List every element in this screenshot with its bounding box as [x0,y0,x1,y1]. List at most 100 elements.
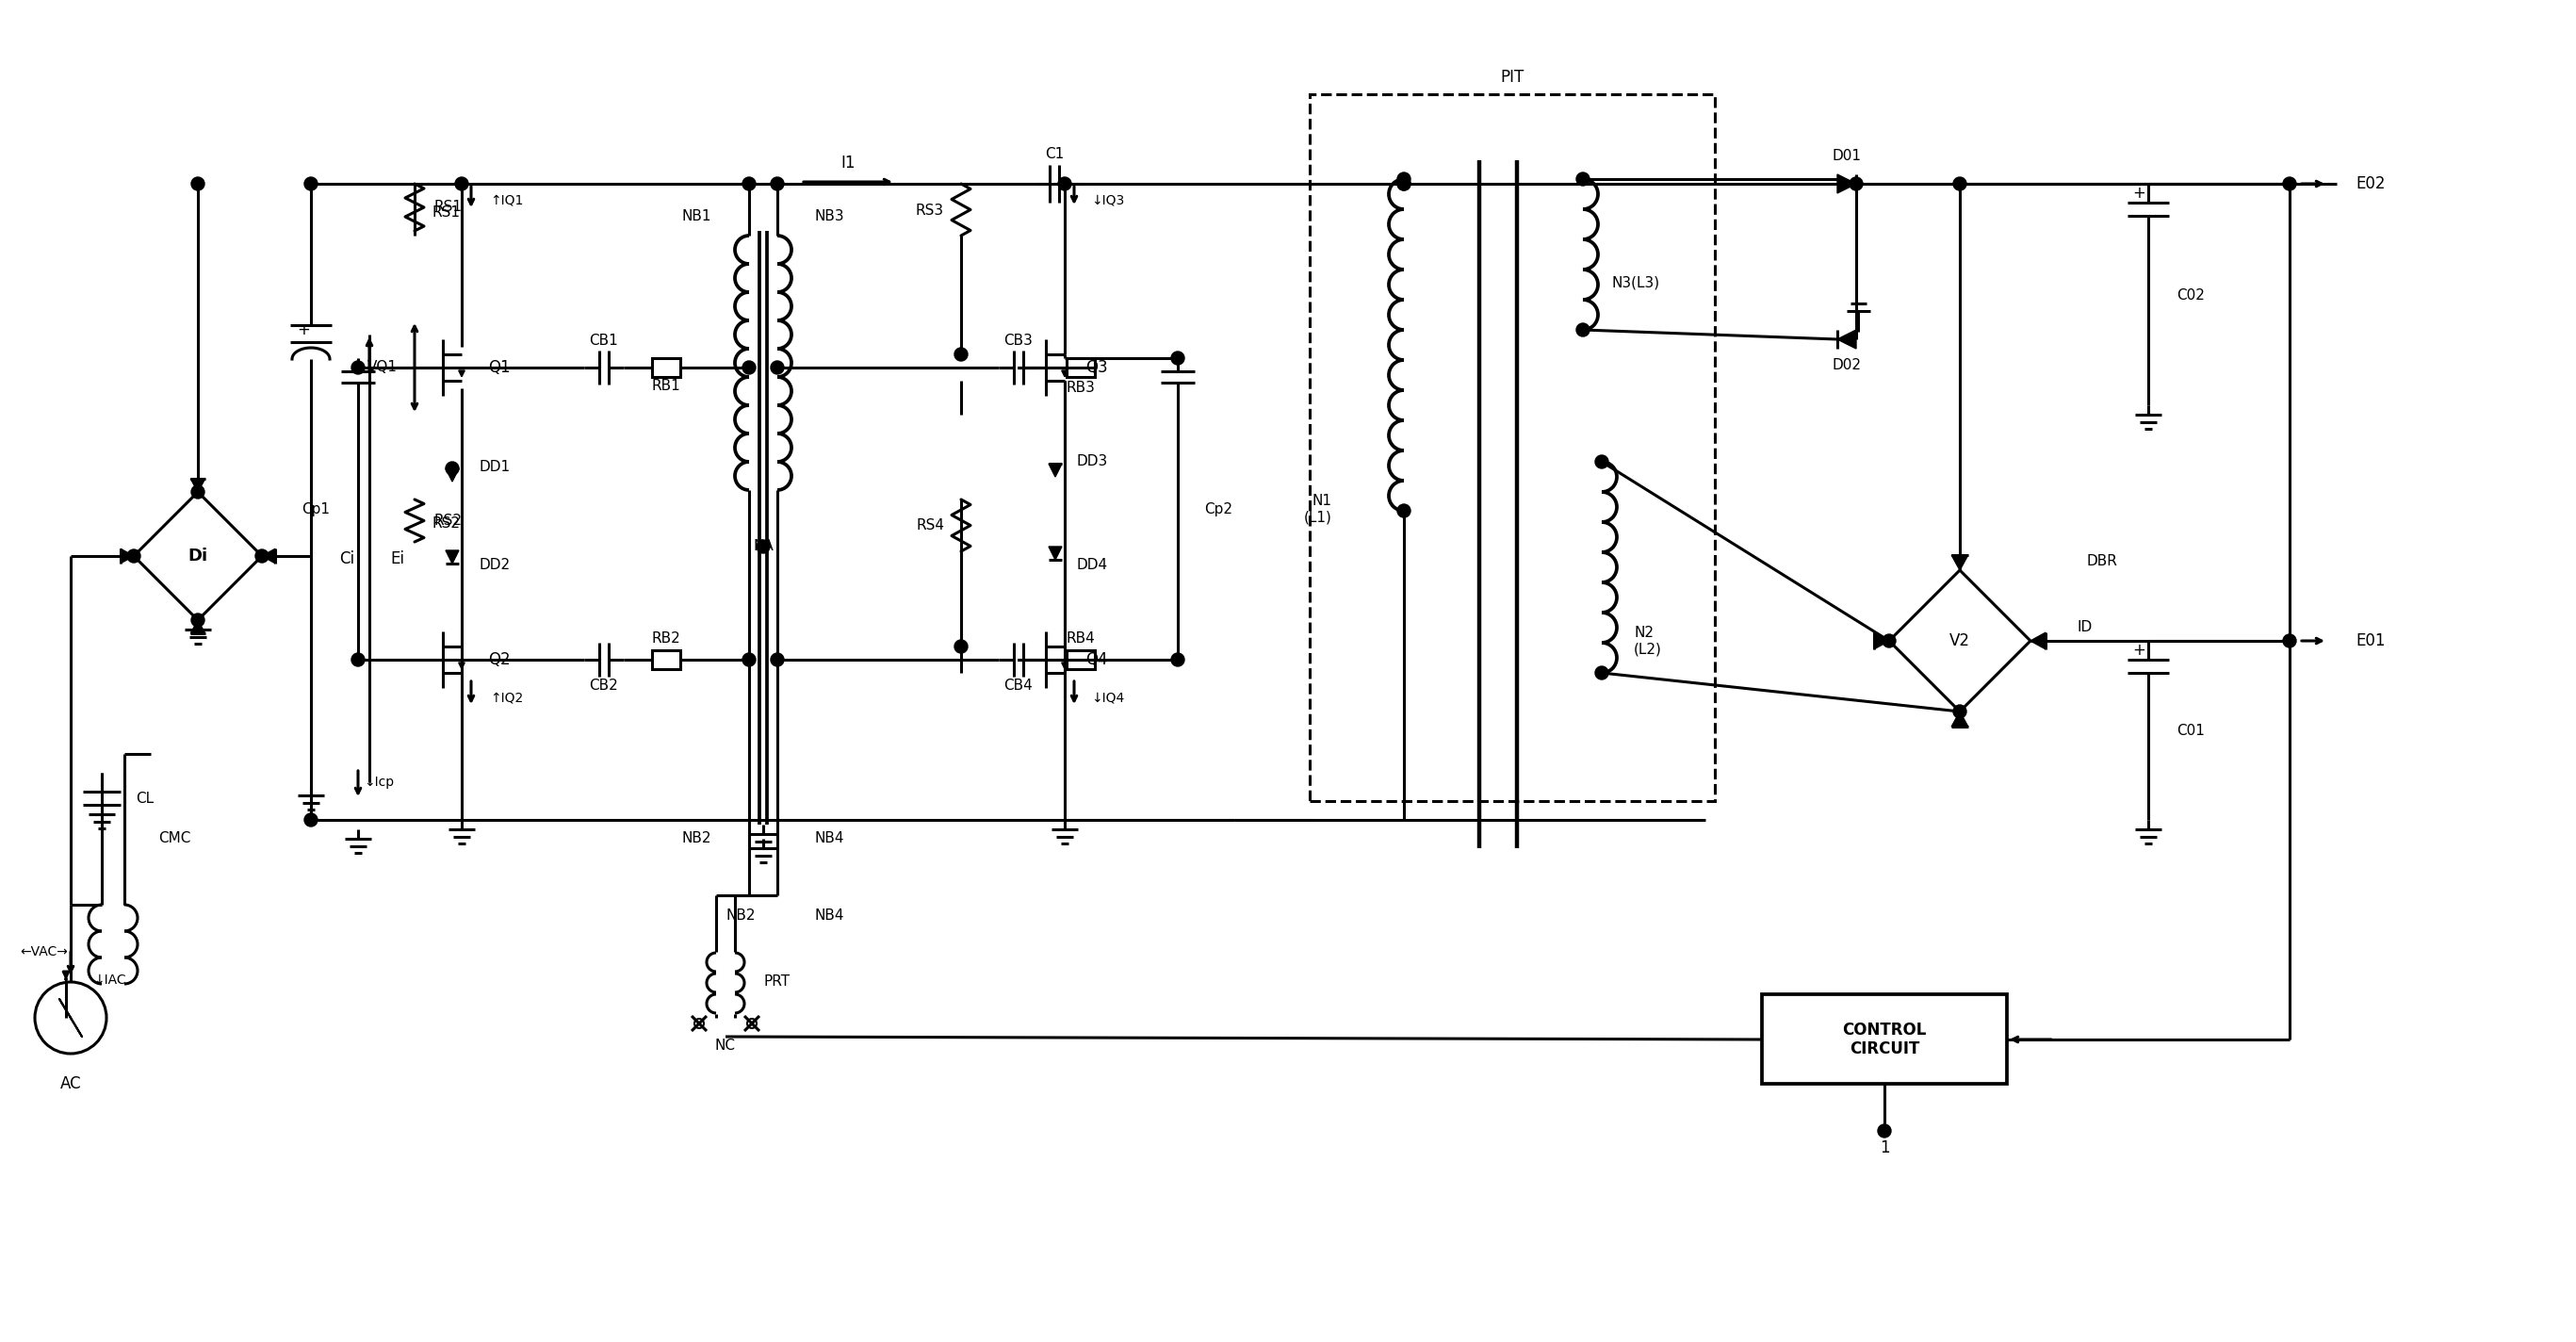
Text: DD1: DD1 [479,459,510,474]
Circle shape [1059,177,1072,191]
Text: Cp1: Cp1 [301,502,330,515]
Bar [1066,358,1095,377]
Text: Ei: Ei [389,550,404,568]
Circle shape [304,813,317,827]
Text: NB2: NB2 [726,909,755,923]
Circle shape [757,539,770,553]
Text: Q2: Q2 [487,651,510,668]
Polygon shape [191,479,206,493]
Circle shape [1595,666,1607,679]
Text: DD3: DD3 [1077,455,1108,468]
Text: D02: D02 [1832,358,1862,373]
Circle shape [126,549,139,562]
Circle shape [1850,177,1862,191]
Text: Q1: Q1 [487,360,510,376]
Circle shape [1396,505,1412,518]
Text: ↑IQ1: ↑IQ1 [489,195,523,207]
Circle shape [1396,177,1412,191]
Text: RS3: RS3 [914,203,943,217]
Text: Q3: Q3 [1084,360,1108,376]
Text: Cp2: Cp2 [1203,502,1231,515]
Text: NC: NC [716,1039,737,1053]
Circle shape [770,654,783,666]
Text: VQ1: VQ1 [368,361,397,374]
Circle shape [2282,635,2295,647]
Polygon shape [121,549,134,564]
Circle shape [446,462,459,475]
Text: V2: V2 [1950,632,1971,650]
Text: RB4: RB4 [1066,632,1095,646]
Circle shape [255,549,268,562]
Text: NB4: NB4 [814,909,845,923]
Bar [652,651,680,670]
Text: CMC: CMC [157,832,191,845]
Text: Q4: Q4 [1084,651,1108,668]
Circle shape [1577,323,1589,337]
Circle shape [956,640,969,654]
Polygon shape [1837,174,1857,193]
Circle shape [1396,177,1412,191]
Circle shape [1953,705,1965,718]
Text: ↑IQ2: ↑IQ2 [489,691,523,705]
Circle shape [191,613,204,627]
Text: NB1: NB1 [683,209,711,224]
Text: RS4: RS4 [917,519,943,533]
Text: ↓Icp: ↓Icp [363,776,394,789]
Text: NB4: NB4 [814,832,845,845]
Circle shape [350,654,366,666]
Text: DD4: DD4 [1077,558,1108,573]
Circle shape [1878,1125,1891,1138]
Text: +: + [2133,185,2146,201]
Text: NB2: NB2 [683,832,711,845]
Circle shape [191,177,204,191]
Text: RB3: RB3 [1066,381,1095,396]
Text: RB1: RB1 [652,380,680,393]
Text: ↓IQ4: ↓IQ4 [1092,691,1123,705]
Bar [1309,94,1716,801]
Circle shape [742,177,755,191]
Bar [652,358,680,377]
Circle shape [1595,455,1607,468]
Text: PRT: PRT [762,974,791,989]
Circle shape [770,361,783,374]
Text: C02: C02 [2177,289,2205,302]
Text: N1
(L1): N1 (L1) [1303,494,1332,525]
Polygon shape [263,549,276,564]
Text: +: + [296,321,309,338]
Circle shape [350,361,366,374]
Circle shape [456,177,469,191]
Polygon shape [1875,632,1888,650]
Text: +: + [2133,641,2146,659]
Text: C01: C01 [2177,723,2205,738]
Text: ↓IQ3: ↓IQ3 [1092,195,1123,207]
Text: C1: C1 [1046,146,1064,161]
Text: RS2: RS2 [433,514,461,527]
Text: NB3: NB3 [814,209,845,224]
Text: DD2: DD2 [479,558,510,573]
Text: I1: I1 [840,154,855,172]
Circle shape [1953,177,1965,191]
Text: Di: Di [188,548,209,565]
Text: ↓IAC: ↓IAC [93,973,126,986]
Circle shape [1172,352,1185,365]
Text: NA: NA [752,539,773,554]
Text: Ci: Ci [340,550,355,568]
Polygon shape [191,620,206,633]
Text: D01: D01 [1832,149,1862,162]
Text: RS2: RS2 [433,515,459,530]
Circle shape [742,361,755,374]
Text: AC: AC [59,1075,82,1092]
Circle shape [770,177,783,191]
Circle shape [1396,173,1412,185]
Text: RS1: RS1 [433,205,459,219]
Text: ←VAC→: ←VAC→ [21,945,67,958]
Bar [1762,994,2007,1084]
Polygon shape [2030,632,2045,650]
Text: RS1: RS1 [433,200,461,215]
Polygon shape [1953,556,1968,570]
Circle shape [956,348,969,361]
Polygon shape [1048,546,1061,560]
Text: CL: CL [137,792,155,805]
Text: N2
(L2): N2 (L2) [1633,625,1662,656]
Text: DBR: DBR [2087,554,2117,568]
